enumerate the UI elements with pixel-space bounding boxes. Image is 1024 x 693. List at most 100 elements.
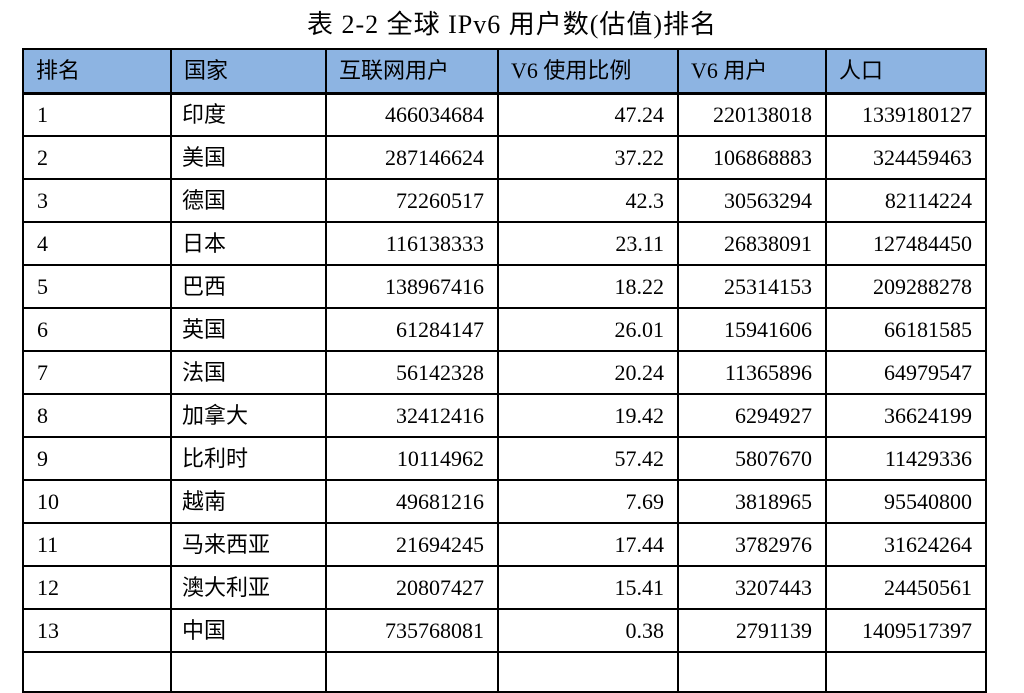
- table-cell: 2: [22, 135, 172, 180]
- table-cell-empty: [22, 651, 172, 693]
- table-cell-empty: [497, 651, 679, 693]
- table-cell: 324459463: [825, 135, 987, 180]
- column-header: 国家: [170, 48, 327, 95]
- header-row: 排名 国家 互联网用户 V6 使用比例 V6 用户 人口: [22, 48, 987, 95]
- table-cell: 95540800: [825, 479, 987, 524]
- column-header: 排名: [22, 48, 172, 95]
- table-row: 7 法国 56142328 20.24 11365896 64979547: [22, 350, 987, 395]
- table-row: 12 澳大利亚 20807427 15.41 3207443 24450561: [22, 565, 987, 610]
- table-row: 6 英国 61284147 26.01 15941606 66181585: [22, 307, 987, 352]
- table-cell: 20.24: [497, 350, 679, 395]
- table-cell: 2791139: [677, 608, 827, 653]
- table-row: 9 比利时 10114962 57.42 5807670 11429336: [22, 436, 987, 481]
- table-row: 11 马来西亚 21694245 17.44 3782976 31624264: [22, 522, 987, 567]
- table-cell: 0.38: [497, 608, 679, 653]
- table-row: 1 印度 466034684 47.24 220138018 1339180127: [22, 92, 987, 137]
- table-row: 8 加拿大 32412416 19.42 6294927 36624199: [22, 393, 987, 438]
- table-cell: 巴西: [170, 264, 327, 309]
- table-cell: 美国: [170, 135, 327, 180]
- table-cell: 26838091: [677, 221, 827, 266]
- table-cell: 3782976: [677, 522, 827, 567]
- table-cell: 印度: [170, 92, 327, 137]
- table-cell: 32412416: [325, 393, 499, 438]
- table-cell: 6: [22, 307, 172, 352]
- table-cell: 735768081: [325, 608, 499, 653]
- ipv6-ranking-table: 排名 国家 互联网用户 V6 使用比例 V6 用户 人口 1 印度 466034684 47.2…: [22, 48, 987, 693]
- table-header: 排名 国家 互联网用户 V6 使用比例 V6 用户 人口: [22, 48, 987, 95]
- table-cell: 1: [22, 92, 172, 137]
- table-cell-empty: [325, 651, 499, 693]
- table-cell-empty: [677, 651, 827, 693]
- table-cell: 61284147: [325, 307, 499, 352]
- table-cell: 106868883: [677, 135, 827, 180]
- table-cell: 15941606: [677, 307, 827, 352]
- partial-row: [22, 651, 987, 693]
- table-cell: 6294927: [677, 393, 827, 438]
- table-cell: 19.42: [497, 393, 679, 438]
- table-cell: 18.22: [497, 264, 679, 309]
- table-cell: 13: [22, 608, 172, 653]
- table-cell: 5807670: [677, 436, 827, 481]
- table-cell: 57.42: [497, 436, 679, 481]
- table-cell: 英国: [170, 307, 327, 352]
- table-cell: 11429336: [825, 436, 987, 481]
- table-cell: 66181585: [825, 307, 987, 352]
- column-header: V6 用户: [677, 48, 827, 95]
- table-cell: 越南: [170, 479, 327, 524]
- table-cell: 17.44: [497, 522, 679, 567]
- table-cell: 12: [22, 565, 172, 610]
- table-cell: 36624199: [825, 393, 987, 438]
- table-cell: 20807427: [325, 565, 499, 610]
- table-cell: 127484450: [825, 221, 987, 266]
- table-cell: 8: [22, 393, 172, 438]
- table-row: 4 日本 116138333 23.11 26838091 127484450: [22, 221, 987, 266]
- table-cell: 64979547: [825, 350, 987, 395]
- table-cell: 82114224: [825, 178, 987, 223]
- table-cell: 30563294: [677, 178, 827, 223]
- table-cell: 49681216: [325, 479, 499, 524]
- table-cell: 26.01: [497, 307, 679, 352]
- table-cell: 德国: [170, 178, 327, 223]
- table-cell: 比利时: [170, 436, 327, 481]
- table-cell: 7.69: [497, 479, 679, 524]
- table-cell: 287146624: [325, 135, 499, 180]
- table-cell: 7: [22, 350, 172, 395]
- table-cell: 47.24: [497, 92, 679, 137]
- ipv6-ranking-table-container: 排名 国家 互联网用户 V6 使用比例 V6 用户 人口 1 印度 466034684 47.2…: [22, 48, 987, 693]
- table-cell: 21694245: [325, 522, 499, 567]
- table-cell: 72260517: [325, 178, 499, 223]
- table-cell: 澳大利亚: [170, 565, 327, 610]
- table-cell: 11: [22, 522, 172, 567]
- table-cell: 24450561: [825, 565, 987, 610]
- table-cell-empty: [170, 651, 327, 693]
- table-cell: 5: [22, 264, 172, 309]
- column-header: V6 使用比例: [497, 48, 679, 95]
- table-cell: 10: [22, 479, 172, 524]
- table-cell: 9: [22, 436, 172, 481]
- table-cell: 220138018: [677, 92, 827, 137]
- table-cell: 3: [22, 178, 172, 223]
- table-row: 2 美国 287146624 37.22 106868883 324459463: [22, 135, 987, 180]
- table-cell: 15.41: [497, 565, 679, 610]
- column-header: 互联网用户: [325, 48, 499, 95]
- table-cell: 1339180127: [825, 92, 987, 137]
- column-header: 人口: [825, 48, 987, 95]
- table-body: 1 印度 466034684 47.24 220138018 1339180127 2 美国 2…: [22, 92, 987, 693]
- table-row: 5 巴西 138967416 18.22 25314153 209288278: [22, 264, 987, 309]
- table-cell: 10114962: [325, 436, 499, 481]
- table-cell: 日本: [170, 221, 327, 266]
- table-row: 13 中国 735768081 0.38 2791139 1409517397: [22, 608, 987, 653]
- table-cell: 209288278: [825, 264, 987, 309]
- table-row: 10 越南 49681216 7.69 3818965 95540800: [22, 479, 987, 524]
- table-cell: 25314153: [677, 264, 827, 309]
- table-cell: 11365896: [677, 350, 827, 395]
- table-cell: 加拿大: [170, 393, 327, 438]
- table-cell: 马来西亚: [170, 522, 327, 567]
- table-row: 3 德国 72260517 42.3 30563294 82114224: [22, 178, 987, 223]
- table-cell: 3207443: [677, 565, 827, 610]
- table-cell: 42.3: [497, 178, 679, 223]
- table-cell: 466034684: [325, 92, 499, 137]
- table-cell: 37.22: [497, 135, 679, 180]
- table-cell: 31624264: [825, 522, 987, 567]
- table-cell: 3818965: [677, 479, 827, 524]
